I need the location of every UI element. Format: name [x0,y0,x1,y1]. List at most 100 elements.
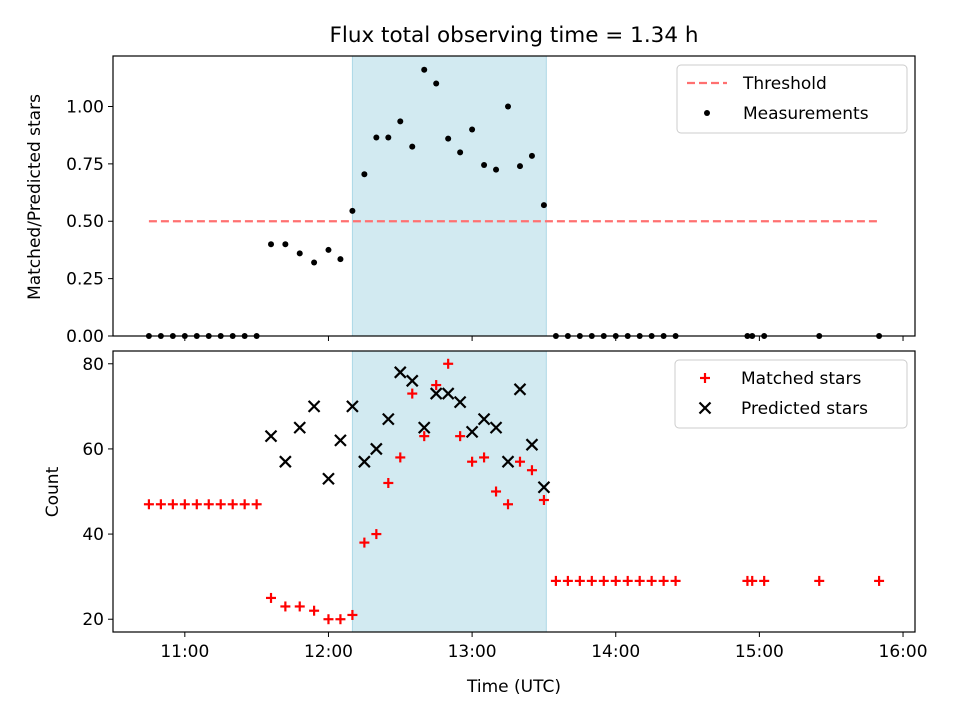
y-tick-label: 20 [82,610,104,630]
matched-star-point [395,452,406,463]
y-tick-label: 0.50 [66,212,104,232]
matched-star-point [143,499,154,510]
matched-star-point [323,614,334,625]
predicted-star-point [525,438,539,451]
matched-star-point [874,575,885,586]
matched-star-point [670,575,681,586]
shaded-region [352,56,547,336]
legend-label: Matched stars [741,369,861,389]
measurement-point [325,246,332,253]
predicted-star-point [370,442,383,456]
matched-star-point [280,601,291,612]
measurement-point [457,149,464,156]
legend-matched-swatch [700,373,710,383]
measurement-point [282,241,289,248]
measurement-point [397,118,404,125]
matched-star-point [467,456,478,467]
measurement-point [445,135,452,142]
matched-star-point [443,358,454,369]
measurement-point [493,166,500,173]
measurement-point [385,134,392,141]
top-panel: 0.00 0.25 0.50 0.75 1.00 Matched/Predicted s… [25,55,916,347]
y-tick-label: 40 [82,525,104,545]
predicted-star-point [501,455,515,468]
predicted-star-point [358,455,371,468]
matched-star-point [455,431,466,442]
measurement-point [481,162,488,169]
matched-star-point [215,499,226,510]
predicted-star-point [441,387,455,400]
predicted-star-point [477,412,491,426]
bottom-ylabel: Count [43,466,63,517]
legend-measurement-swatch [704,110,710,116]
x-tick-label: 13:00 [448,642,497,662]
matched-star-point [658,575,669,586]
matched-star-point [383,477,394,488]
matched-star-point [646,575,657,586]
matched-star-point [622,575,633,586]
matched-star-point [191,499,202,510]
matched-star-point [294,601,305,612]
measurement-point [296,250,303,257]
measurement-point [349,207,356,214]
matched-star-point [503,499,514,510]
matched-star-point [562,575,573,586]
predicted-star-point [429,387,443,400]
legend-box [674,359,908,429]
matched-star-point [526,465,537,476]
shaded-region [352,351,547,632]
matched-star-point [586,575,597,586]
chart-title: Flux total observing time = 1.34 h [330,23,699,48]
predicted-star-point [465,425,479,439]
matched-star-point [550,575,561,586]
matched-star-point [179,499,190,510]
matched-star-point [203,499,214,510]
matched-star-point [266,592,277,603]
y-tick-label: 0.25 [66,270,104,290]
matched-star-point [538,495,549,506]
predicted-star-point [382,412,395,426]
legend-label: Predicted stars [741,399,868,419]
x-tick-label: 12:00 [304,642,353,662]
measurement-point [421,66,428,73]
bottom-panel: 20 40 60 80 11:00 12:00 13:00 14:00 15:00 16:00 C… [43,350,928,662]
matched-star-point [634,575,645,586]
top-ylabel: Matched/Predicted stars [25,94,45,300]
y-tick-label: 0.75 [66,155,104,175]
predicted-star-point [489,421,503,434]
measurement-point [516,163,523,170]
predicted-star-point [417,421,431,434]
matched-star-point [747,575,758,586]
matched-star-point [239,499,250,510]
matched-star-point [251,499,262,510]
predicted-star-point [537,480,551,494]
predicted-star-point [346,400,359,413]
x-tick-label: 16:00 [879,642,928,662]
x-tick-label: 14:00 [591,642,640,662]
predicted-star-point [453,395,467,409]
matched-star-point [479,452,490,463]
x-tick-label: 15:00 [735,642,784,662]
measurement-point [528,152,535,159]
predicted-star-point [322,472,335,486]
x-axis-label: Time (UTC) [466,677,561,697]
matched-star-point [610,575,621,586]
predicted-star-point [293,421,307,434]
y-tick-label: 0.00 [66,327,104,347]
matched-star-point [155,499,166,510]
predicted-star-point [513,383,527,396]
matched-star-point [371,529,382,540]
matched-star-point [431,380,442,391]
y-tick-label: 1.00 [66,97,104,117]
plot-frame [112,55,916,337]
matched-star-point [359,537,370,548]
measurement-point [505,103,512,110]
matched-star-point [167,499,178,510]
y-tick-label: 80 [82,355,104,375]
matched-star-point [814,575,825,586]
matched-star-point [347,609,358,620]
bottom-legend: Matched stars Predicted stars [674,359,908,429]
predicted-star-point [264,429,278,443]
